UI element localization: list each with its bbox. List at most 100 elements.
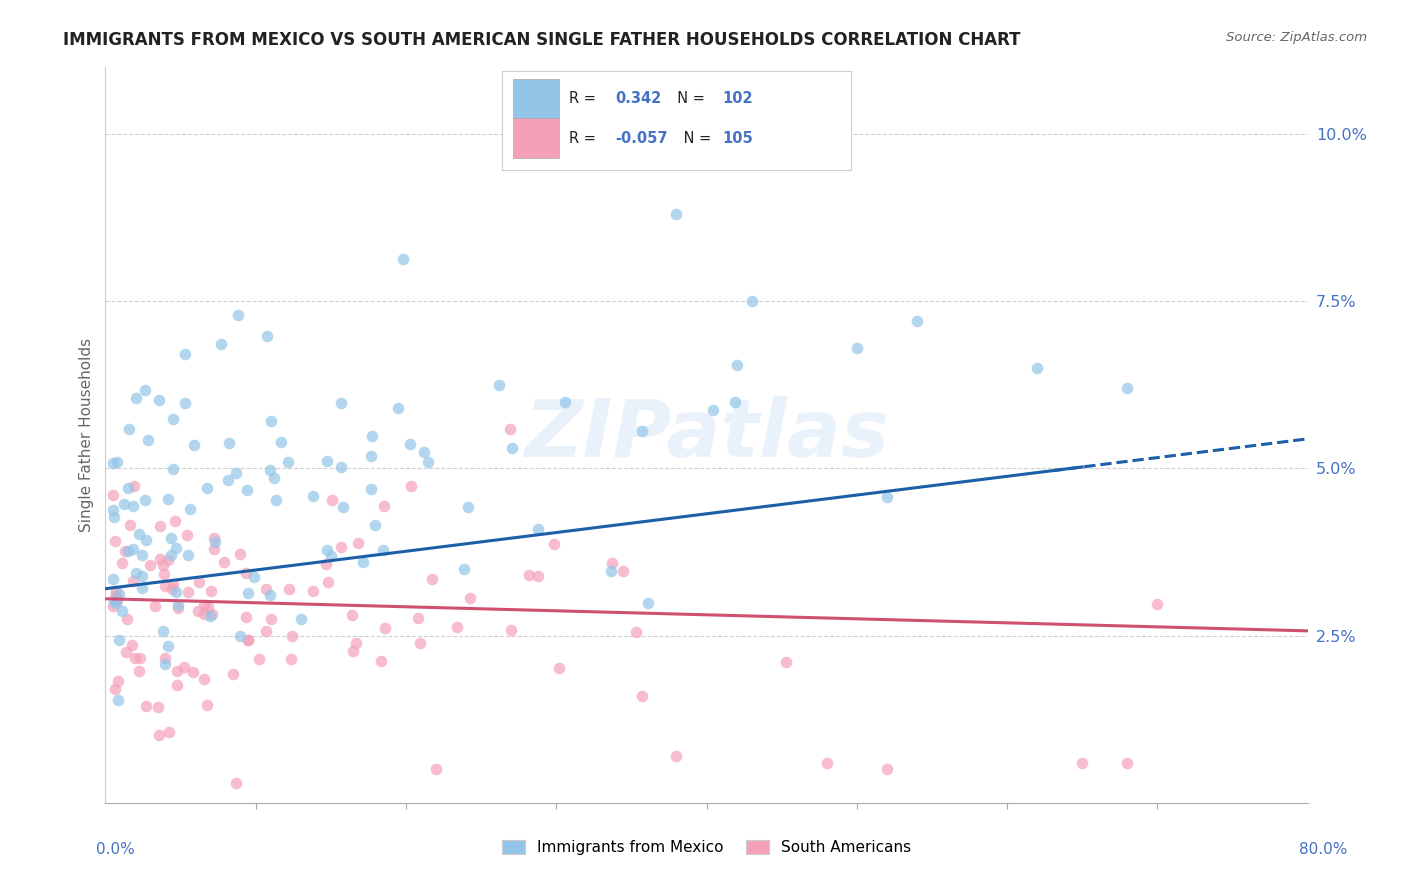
Point [101, 599, 124, 613]
Point [399, 479, 422, 493]
Point [330, 540, 353, 554]
Point [409, 636, 432, 650]
Point [724, 395, 747, 409]
Point [277, 455, 299, 469]
Point [329, 460, 352, 475]
Point [347, 536, 370, 550]
Point [156, 553, 179, 567]
Point [332, 500, 354, 514]
Point [139, 558, 162, 572]
Point [188, 574, 211, 589]
Point [193, 607, 215, 621]
Point [121, 638, 143, 652]
Text: 0.0%: 0.0% [96, 842, 135, 856]
Point [149, 551, 172, 566]
Point [179, 502, 201, 516]
Point [1071, 756, 1094, 770]
Point [876, 491, 898, 505]
Point [202, 541, 225, 556]
Point [488, 377, 510, 392]
Point [631, 690, 654, 704]
Point [201, 607, 224, 622]
Point [302, 584, 325, 599]
Point [131, 569, 153, 583]
Point [121, 574, 143, 588]
Point [101, 488, 124, 502]
Point [197, 481, 219, 495]
Point [197, 600, 219, 615]
Point [107, 674, 129, 689]
Point [501, 623, 523, 637]
Point [361, 428, 384, 442]
Point [446, 620, 468, 634]
Point [160, 582, 183, 597]
Point [121, 499, 143, 513]
Point [198, 609, 221, 624]
Point [183, 438, 205, 452]
Point [108, 587, 131, 601]
Point [156, 639, 179, 653]
Point [173, 660, 195, 674]
Point [118, 421, 141, 435]
Point [270, 434, 292, 449]
Point [103, 509, 125, 524]
Point [340, 607, 363, 622]
Point [193, 672, 215, 686]
Point [235, 610, 257, 624]
Point [527, 522, 550, 536]
Point [725, 358, 748, 372]
Point [236, 586, 259, 600]
Point [236, 632, 259, 647]
Point [374, 621, 396, 635]
Point [148, 699, 170, 714]
Text: N =: N = [679, 131, 716, 145]
Point [165, 585, 187, 599]
Point [166, 664, 188, 678]
Point [105, 584, 128, 599]
Point [281, 629, 304, 643]
Point [225, 466, 247, 480]
Point [197, 698, 219, 712]
Point [225, 776, 247, 790]
Point [554, 395, 576, 409]
Point [412, 444, 434, 458]
Point [167, 601, 190, 615]
Text: R =: R = [569, 131, 600, 145]
Point [1116, 756, 1139, 770]
Point [218, 436, 240, 450]
FancyBboxPatch shape [502, 70, 851, 170]
Point [259, 463, 281, 477]
Point [406, 610, 429, 624]
Point [316, 454, 339, 468]
Point [260, 414, 283, 428]
Point [612, 564, 634, 578]
Point [121, 542, 143, 557]
Point [162, 411, 184, 425]
Point [263, 471, 285, 485]
Point [1146, 598, 1168, 612]
Point [104, 682, 127, 697]
Point [177, 584, 200, 599]
Point [128, 664, 150, 678]
Point [360, 449, 382, 463]
Point [128, 526, 150, 541]
Point [229, 547, 252, 561]
Point [115, 612, 138, 626]
Point [131, 582, 153, 596]
Point [105, 455, 128, 469]
Point [162, 462, 184, 476]
Point [174, 396, 197, 410]
Point [416, 455, 439, 469]
Point [193, 598, 215, 612]
Point [120, 518, 142, 533]
FancyBboxPatch shape [513, 78, 558, 119]
Point [548, 661, 571, 675]
Point [498, 422, 520, 436]
Point [815, 756, 838, 770]
Point [107, 693, 129, 707]
Point [138, 433, 160, 447]
Point [166, 678, 188, 692]
Point [318, 575, 340, 590]
Point [373, 499, 395, 513]
Point [264, 492, 287, 507]
